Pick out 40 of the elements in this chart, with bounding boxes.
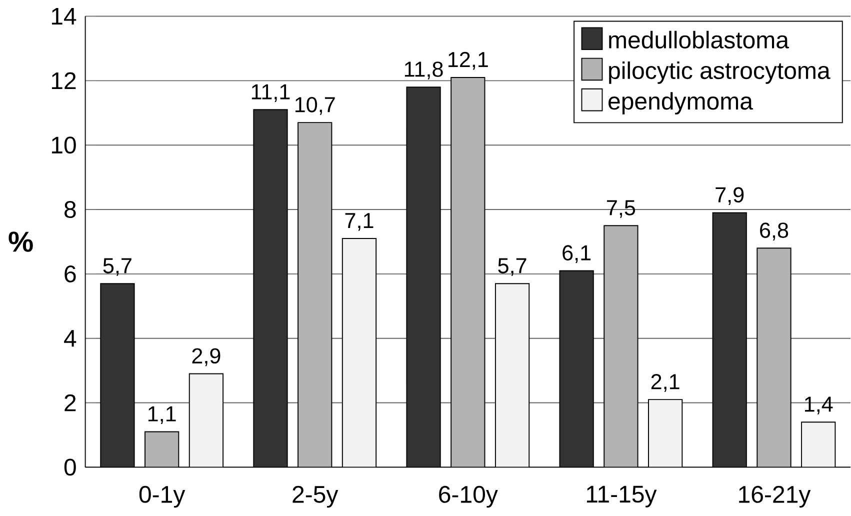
bar — [406, 87, 440, 468]
bar — [712, 212, 747, 468]
x-tick-label: 6-10y — [439, 486, 498, 508]
y-tick-label: 4 — [64, 330, 76, 347]
data-label: 12,1 — [448, 52, 488, 70]
data-label: 11,8 — [404, 62, 443, 80]
bar — [100, 284, 134, 468]
y-tick-label: 6 — [64, 266, 76, 283]
data-label: 10,7 — [295, 97, 335, 116]
legend-label: pilocytic astrocytoma — [609, 62, 830, 84]
data-label: 2,1 — [651, 374, 680, 392]
data-label: 7,9 — [716, 187, 744, 206]
x-tick-label: 16-21y — [739, 486, 811, 508]
x-tick-label: 2-5y — [292, 486, 338, 508]
bar — [604, 226, 638, 468]
bar — [451, 78, 485, 468]
data-label: 6,1 — [562, 245, 591, 264]
data-label: 2,9 — [192, 348, 220, 366]
data-label: 5,7 — [103, 258, 132, 276]
data-label: 11,1 — [252, 84, 290, 102]
bar — [560, 270, 594, 468]
y-tick-label: 2 — [64, 394, 76, 412]
y-tick-label: 14 — [52, 8, 76, 25]
data-label: 6,8 — [760, 222, 788, 241]
x-tick-label: 11-15y — [586, 486, 657, 508]
bar — [144, 432, 179, 468]
legend-label: medulloblastoma — [609, 31, 790, 49]
y-tick-label: 0 — [64, 458, 76, 476]
data-label: 7,1 — [345, 213, 374, 231]
bar — [254, 110, 288, 468]
y-axis-title: % — [8, 232, 33, 252]
bar — [756, 248, 792, 468]
bar — [298, 122, 332, 468]
x-tick-label: 0-1y — [139, 486, 186, 508]
y-tick-label: 10 — [52, 136, 76, 154]
legend-label: ependymoma — [608, 92, 754, 115]
data-label: 1,1 — [148, 406, 176, 424]
data-label: 5,7 — [498, 258, 526, 276]
y-tick-label: 8 — [64, 201, 76, 218]
y-tick-label: 12 — [52, 72, 76, 90]
